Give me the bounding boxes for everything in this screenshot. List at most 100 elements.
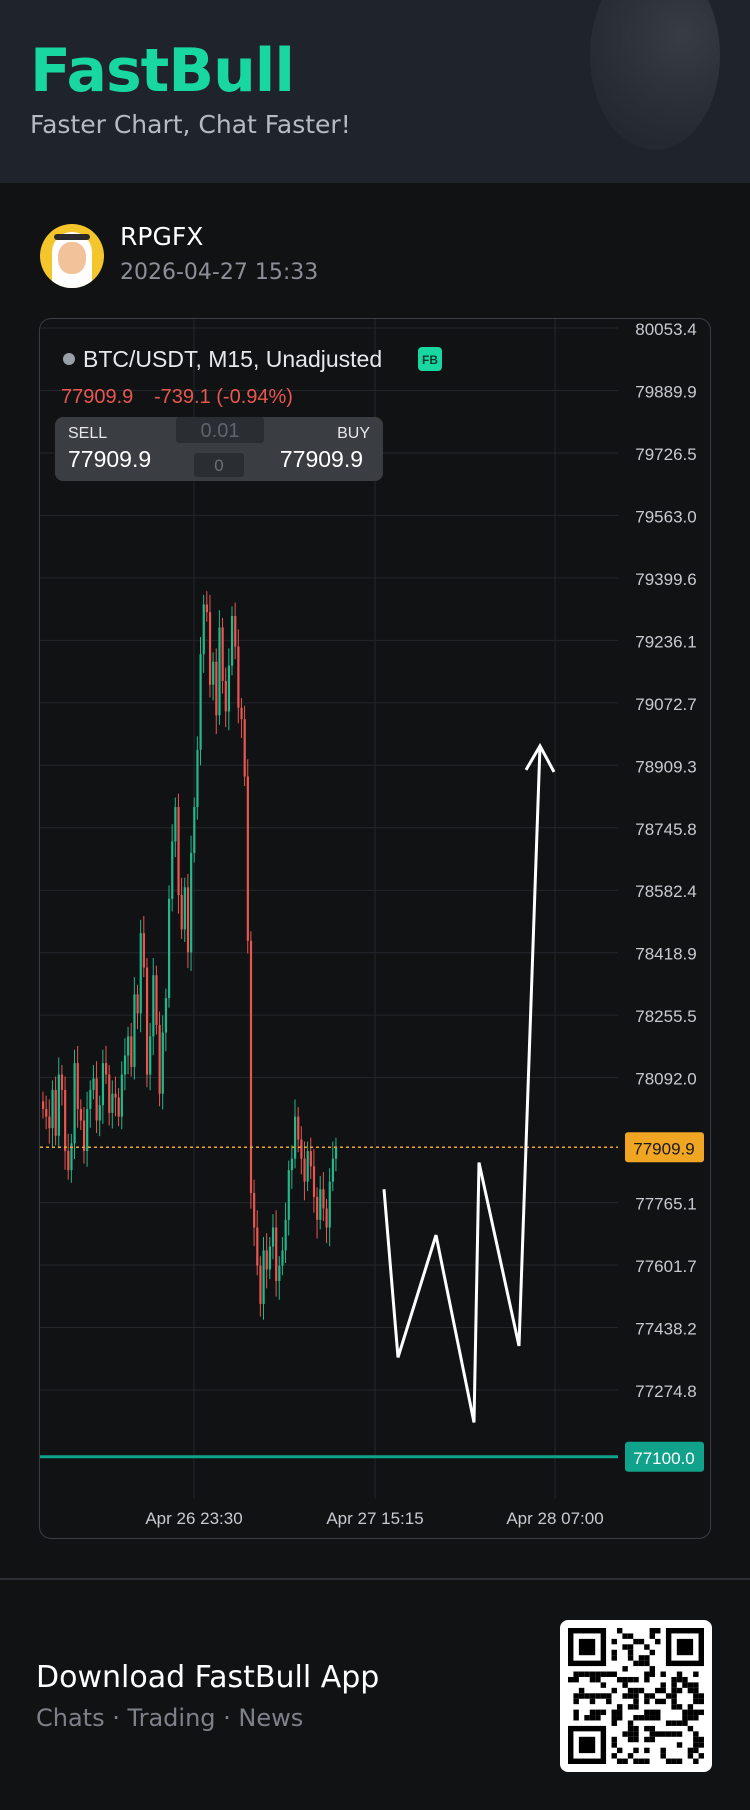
y-tick-label: 78909.3 <box>635 757 696 776</box>
candle-body <box>227 665 231 712</box>
candle-body <box>309 1151 312 1167</box>
candle-body <box>111 1093 114 1113</box>
candle-body <box>180 894 183 930</box>
sell-label[interactable]: SELL <box>68 425 107 442</box>
lot-input-bg[interactable] <box>176 417 264 443</box>
candle-body <box>190 852 193 953</box>
download-title[interactable]: Download FastBull App <box>36 1660 380 1695</box>
candle-body <box>334 1147 338 1159</box>
candle-body <box>306 1151 309 1182</box>
candle-body <box>202 604 205 655</box>
candle-body <box>139 933 142 1014</box>
candle-body <box>174 807 177 842</box>
candle-body <box>82 1120 86 1152</box>
candle-body <box>183 887 186 930</box>
candle-body <box>89 1089 92 1110</box>
candle-body <box>168 898 171 999</box>
candle-body <box>171 841 174 899</box>
sell-price[interactable]: 77909.9 <box>68 446 151 472</box>
candle-body <box>105 1063 108 1075</box>
candle-body <box>262 1250 265 1304</box>
candle-body <box>215 661 218 716</box>
candle-body <box>287 1170 290 1220</box>
candle-body <box>208 612 212 685</box>
current-price-label: 77909.9 <box>633 1139 694 1158</box>
y-tick-label: 79236.1 <box>635 632 696 651</box>
moon-decoration <box>590 0 720 150</box>
candle-body <box>294 1116 297 1159</box>
candle-body <box>221 627 224 681</box>
y-tick-label: 78255.5 <box>635 1007 696 1026</box>
candle-body <box>205 604 208 613</box>
candle-body <box>297 1116 300 1140</box>
buy-label[interactable]: BUY <box>337 425 370 442</box>
y-tick-label: 78582.4 <box>635 882 696 901</box>
candle-body <box>265 1250 268 1270</box>
target-price-tag <box>625 1441 704 1472</box>
y-tick-label: 78745.8 <box>635 820 696 839</box>
candle-body <box>127 1036 130 1056</box>
candle-body <box>196 749 199 808</box>
candle-body <box>149 1036 152 1075</box>
candle-body <box>281 1250 284 1266</box>
price-chart[interactable]: 80053.4 79889.9 79726.5 79563.0 79399.6 79236… <box>40 319 712 1540</box>
candle-body <box>48 1116 51 1129</box>
candle-body <box>42 1101 45 1110</box>
candle-body <box>79 1109 82 1121</box>
post-timestamp: 2026-04-27 15:33 <box>120 260 319 285</box>
candle-body <box>249 940 253 1194</box>
chart-card[interactable]: 80053.4 79889.9 79726.5 79563.0 79399.6 79236… <box>39 318 711 1539</box>
y-tick-label: 80053.4 <box>635 320 696 339</box>
candle-body <box>123 1055 127 1075</box>
candle-body <box>212 661 215 685</box>
candle-body <box>70 1143 73 1171</box>
candle-body <box>224 680 227 712</box>
candle-body <box>155 975 158 1025</box>
candle-body <box>142 933 145 968</box>
tagline: Faster Chart, Chat Faster! <box>30 110 351 139</box>
last-price: 77909.9 <box>61 386 133 408</box>
candle-body <box>67 1151 70 1171</box>
avatar[interactable] <box>40 224 104 288</box>
fb-badge-icon <box>418 347 442 371</box>
y-tick-label: 77438.2 <box>635 1320 696 1339</box>
candle-body <box>231 615 234 666</box>
candle-body <box>51 1089 54 1129</box>
candle-body <box>101 1063 105 1106</box>
avatar-band-icon <box>54 234 90 240</box>
candle-body <box>145 967 149 1075</box>
y-tick-label: 79563.0 <box>635 507 696 526</box>
candle-body <box>271 1227 275 1247</box>
qr-code-icon[interactable] <box>560 1620 712 1772</box>
candle-body <box>86 1109 89 1152</box>
candle-body <box>152 975 155 1037</box>
buy-price[interactable]: 77909.9 <box>280 446 363 472</box>
candle-body <box>325 1208 328 1228</box>
spread-value: 0 <box>214 456 223 475</box>
avatar-face-icon <box>58 242 86 274</box>
arrowhead-icon <box>524 742 556 773</box>
candle-body <box>193 807 196 853</box>
candle-body <box>246 776 249 941</box>
candle-body <box>177 807 180 895</box>
chart-grid <box>40 319 618 1499</box>
candle-body <box>136 994 139 1014</box>
spread-box <box>194 453 244 477</box>
candle-body <box>98 1105 101 1121</box>
header-banner: FastBull Faster Chart, Chat Faster! <box>0 0 750 183</box>
candle-body <box>300 1139 303 1159</box>
y-tick-label: 77274.8 <box>635 1382 696 1401</box>
candle-body <box>316 1196 319 1220</box>
y-tick-label: 79399.6 <box>635 570 696 589</box>
y-tick-label: 79072.7 <box>635 695 696 714</box>
candle-body <box>130 1036 133 1067</box>
candle-body <box>312 1166 316 1197</box>
fb-badge-label: FB <box>422 353 438 367</box>
candle-body <box>120 1074 123 1117</box>
candle-body <box>133 994 136 1067</box>
drawing-layer <box>382 742 556 1423</box>
username[interactable]: RPGFX <box>120 222 204 251</box>
candle-body <box>319 1189 322 1220</box>
user-info: RPGFX 2026-04-27 15:33 <box>40 222 318 288</box>
lot-input[interactable]: 0.01 <box>201 420 240 442</box>
